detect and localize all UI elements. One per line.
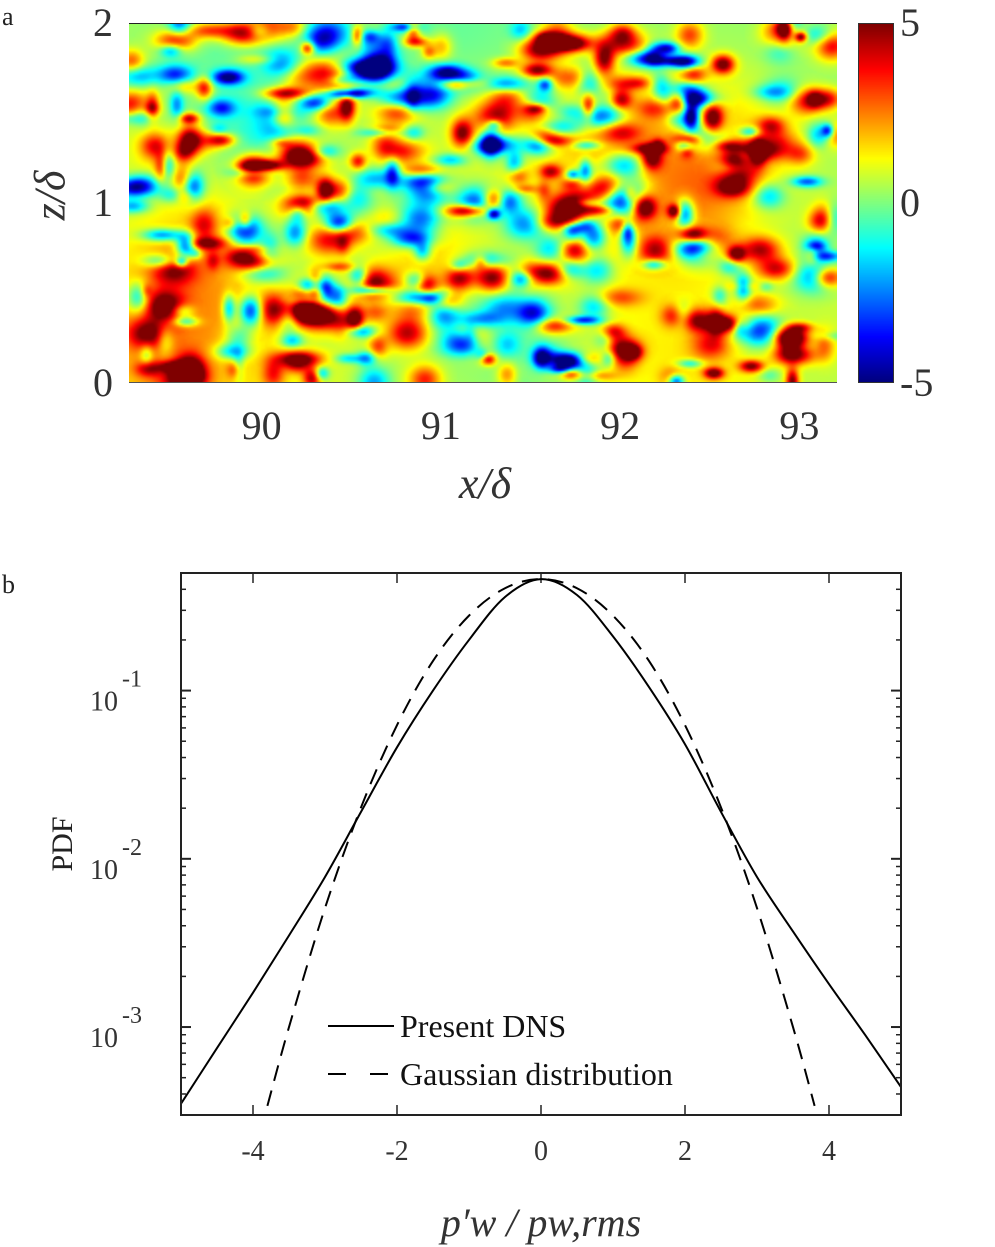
panel-label-a: a [2, 2, 14, 31]
y-tick-label-base: 10 [90, 855, 118, 886]
y-tick-label: 1 [93, 180, 113, 225]
x-tick-label: 91 [420, 403, 461, 448]
colorbar-tick-label: 5 [900, 0, 920, 45]
y-tick-label-base: 10 [90, 687, 118, 718]
x-axis-label: p′w / pw,rms [438, 1200, 641, 1245]
y-tick-label-exponent: -2 [122, 835, 142, 861]
colorbar-tick-label: -5 [900, 360, 934, 405]
colorbar [858, 23, 894, 383]
y-axis-label: z/δ [25, 170, 75, 221]
x-tick-label: 90 [241, 403, 282, 448]
x-tick-label: 0 [534, 1136, 548, 1167]
gaussian-line [266, 578, 816, 1107]
x-tick-label: 93 [779, 403, 820, 448]
x-tick-label: 2 [678, 1136, 692, 1167]
plot-frame [180, 572, 902, 1116]
dns-line [181, 578, 901, 1105]
legend-label: Gaussian distribution [400, 1056, 673, 1092]
x-tick-label: -4 [241, 1136, 264, 1167]
panel-label-b: b [2, 570, 15, 599]
x-tick-label: 92 [600, 403, 641, 448]
y-tick-label-base: 10 [90, 1023, 118, 1054]
x-tick-label: 4 [822, 1136, 836, 1167]
y-axis-label: PDF [46, 816, 79, 871]
y-tick-label: 2 [93, 0, 113, 45]
x-axis-label: x/δ [458, 459, 512, 508]
y-tick-label-exponent: -1 [122, 667, 142, 693]
y-tick-label: 0 [93, 360, 113, 405]
pressure-contour-heatmap [129, 23, 837, 383]
x-tick-label: -2 [385, 1136, 408, 1167]
colorbar-tick-label: 0 [900, 180, 920, 225]
y-tick-label-exponent: -3 [122, 1003, 142, 1029]
legend-label: Present DNS [400, 1008, 566, 1044]
